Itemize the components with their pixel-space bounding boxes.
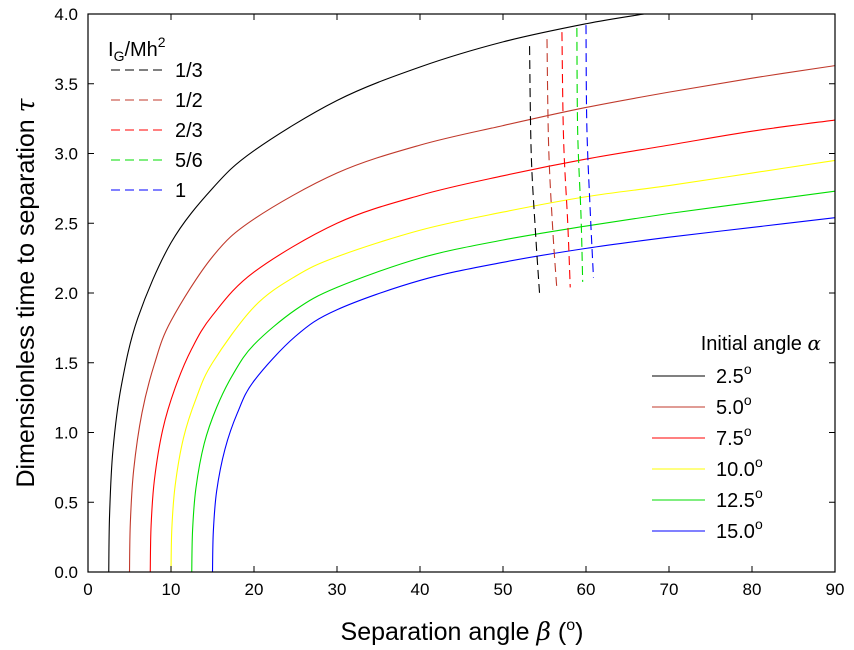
series-line-3 — [170, 159, 835, 572]
y-tick-label: 3.0 — [54, 145, 78, 164]
series-line-4 — [191, 190, 835, 572]
x-tick-label: 60 — [577, 580, 596, 599]
y-tick-label: 0.5 — [54, 493, 78, 512]
x-tick-label: 90 — [826, 580, 845, 599]
x-tick-label: 50 — [494, 580, 513, 599]
series-line-1 — [128, 65, 835, 572]
x-tick-label: 0 — [83, 580, 92, 599]
series-line-10 — [585, 25, 595, 278]
y-tick-label: 1.5 — [54, 354, 78, 373]
legend-dashed-title: IG/Mh2 — [108, 34, 166, 64]
x-tick-label: 30 — [328, 580, 347, 599]
x-tick-label: 20 — [245, 580, 264, 599]
ticks — [87, 13, 836, 573]
series-line-6 — [529, 46, 541, 294]
series-line-9 — [576, 27, 584, 282]
legend-dashed-label: 1/3 — [175, 60, 203, 82]
x-tick-label: 40 — [411, 580, 430, 599]
y-tick-label: 0.0 — [54, 563, 78, 582]
series-line-2 — [149, 119, 835, 572]
x-tick-label: 10 — [162, 580, 181, 599]
legend-solid-label: 10.0o — [716, 454, 763, 481]
legend-dashed-label: 1 — [175, 180, 186, 202]
y-tick-label: 1.0 — [54, 424, 78, 443]
legend-dashed-label: 1/2 — [175, 90, 203, 112]
legend-initial-angle: Initial angle α 2.5o 5.0o 7.5o 10.0o 12.5o 15… — [652, 331, 821, 543]
y-tick-label: 4.0 — [54, 5, 78, 24]
legend-solid-label: 5.0o — [716, 392, 752, 419]
plot-lines — [108, 14, 835, 572]
y-tick-label: 2.5 — [54, 214, 78, 233]
x-tick-label: 80 — [743, 580, 762, 599]
legend-dashed-label: 2/3 — [175, 120, 203, 142]
legend-solid-title: Initial angle α — [701, 331, 822, 355]
legend-dashed-label: 5/6 — [175, 150, 203, 172]
series-line-8 — [561, 32, 571, 288]
tick-labels: 0 10 20 30 40 50 60 70 80 90 0.0 0.5 1.0 1.5 2.0 2.5 3.0… — [54, 5, 844, 599]
series-line-5 — [211, 217, 835, 572]
x-tick-label: 70 — [660, 580, 679, 599]
legend-solid-label: 12.5o — [716, 485, 763, 512]
legend-solid-label: 15.0o — [716, 516, 763, 543]
x-axis-title: Separation angle β (o) — [341, 617, 584, 646]
y-tick-label: 2.0 — [54, 284, 78, 303]
legend-solid-label: 7.5o — [716, 423, 752, 450]
y-tick-label: 3.5 — [54, 75, 78, 94]
y-axis-title: Dimensionless time to separation τ — [11, 97, 40, 487]
legend-solid-label: 2.5o — [716, 361, 752, 388]
series-line-0 — [108, 14, 645, 572]
legend-moment-of-inertia: IG/Mh2 1/3 1/2 2/3 5/6 1 — [108, 34, 203, 202]
